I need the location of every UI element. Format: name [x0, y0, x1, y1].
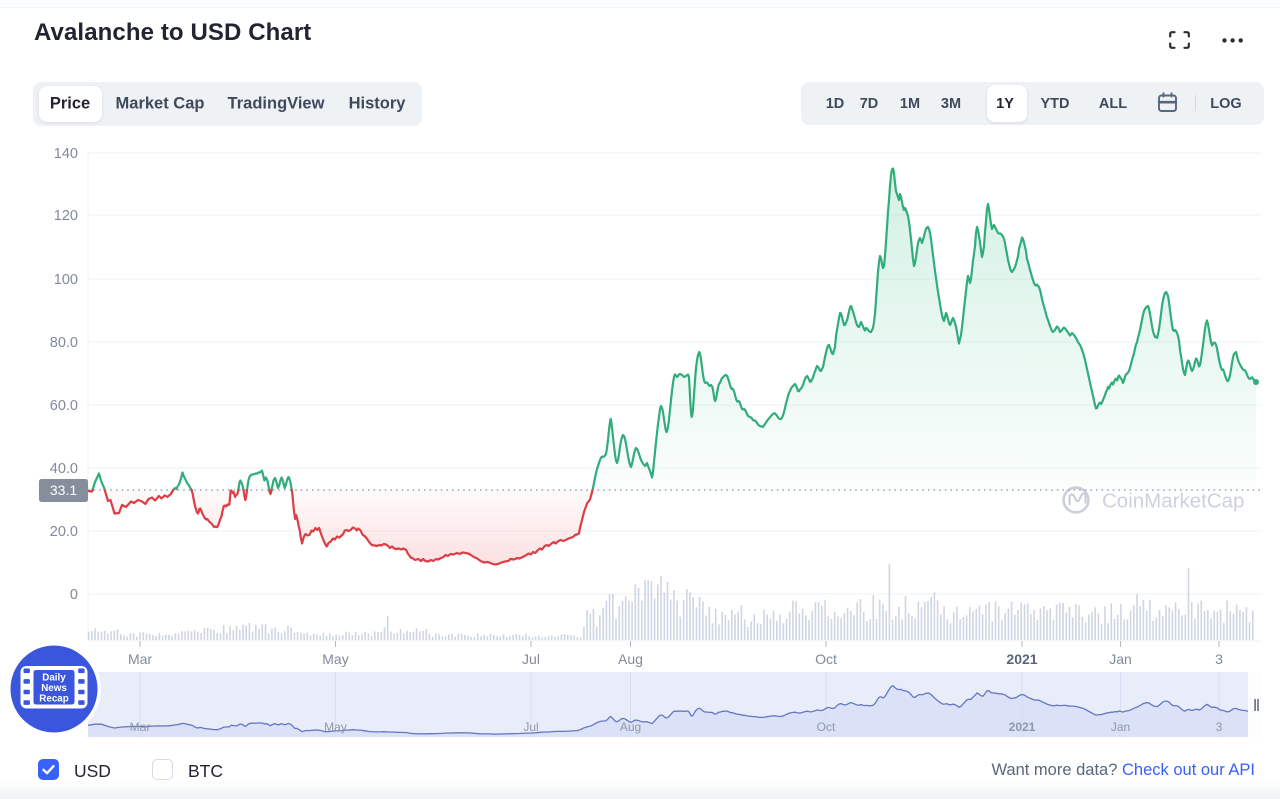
svg-text:Daily: Daily [42, 673, 66, 684]
svg-text:May: May [322, 651, 348, 667]
svg-text:Jul: Jul [523, 720, 538, 734]
svg-text:33.1: 33.1 [50, 482, 77, 498]
svg-text:140: 140 [54, 146, 78, 162]
svg-text:Aug: Aug [620, 720, 641, 734]
svg-text:3: 3 [1216, 720, 1223, 734]
svg-text:Recap: Recap [39, 694, 68, 705]
svg-text:3: 3 [1215, 651, 1223, 667]
svg-text:120: 120 [54, 208, 78, 224]
svg-text:60.0: 60.0 [50, 398, 78, 414]
svg-text:20.0: 20.0 [50, 524, 78, 540]
svg-text:CoinMarketCap: CoinMarketCap [1102, 490, 1244, 513]
svg-text:Mar: Mar [130, 720, 151, 734]
svg-text:May: May [324, 720, 347, 734]
svg-text:Aug: Aug [618, 651, 643, 667]
svg-text:Jul: Jul [522, 651, 540, 667]
svg-text:Mar: Mar [128, 651, 152, 667]
svg-text:Oct: Oct [815, 651, 837, 667]
svg-text:Jan: Jan [1111, 720, 1130, 734]
svg-text:40.0: 40.0 [50, 461, 78, 477]
svg-text:News: News [41, 683, 67, 694]
svg-text:Oct: Oct [817, 720, 836, 734]
svg-text:100: 100 [54, 272, 78, 288]
svg-text:0: 0 [70, 587, 78, 603]
svg-text:2021: 2021 [1006, 651, 1037, 667]
svg-text:Jan: Jan [1109, 651, 1132, 667]
svg-text:80.0: 80.0 [50, 335, 78, 351]
svg-text:2021: 2021 [1009, 720, 1036, 734]
